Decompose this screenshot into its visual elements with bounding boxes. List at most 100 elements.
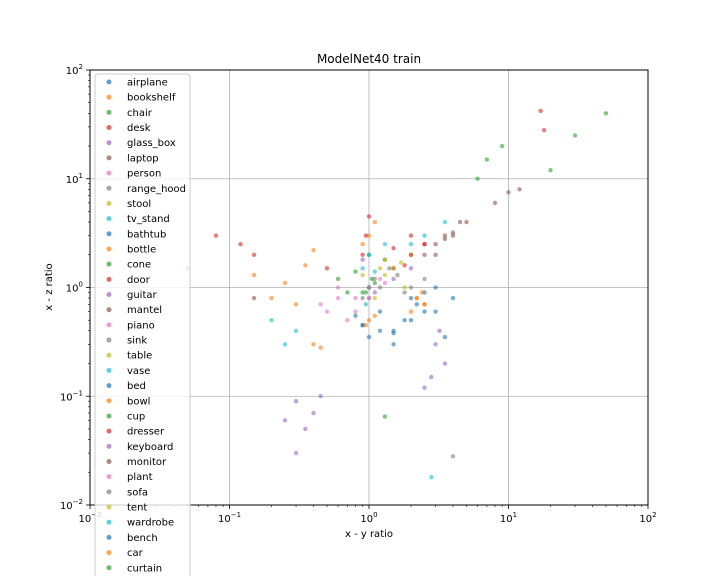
data-point-wardrobe bbox=[429, 475, 434, 480]
data-point-wardrobe bbox=[366, 252, 372, 257]
data-point-bathtub bbox=[433, 309, 438, 314]
data-point-sofa bbox=[402, 290, 407, 295]
y-tick-label: 10−1 bbox=[60, 389, 83, 403]
data-point-bed bbox=[366, 334, 372, 340]
x-tick-label: 102 bbox=[639, 511, 656, 525]
data-point-stool bbox=[360, 272, 365, 278]
legend-marker bbox=[106, 125, 112, 131]
data-point-mantel bbox=[464, 219, 469, 225]
data-point-bookshelf bbox=[282, 280, 288, 286]
data-point-plant bbox=[366, 285, 372, 290]
data-point-glass_box bbox=[372, 290, 377, 295]
data-point-guitar bbox=[318, 394, 323, 399]
data-point-bench bbox=[422, 309, 427, 314]
legend-marker bbox=[106, 200, 112, 206]
data-point-bookshelf bbox=[251, 272, 257, 278]
data-point-bench bbox=[450, 295, 456, 301]
legend-marker bbox=[106, 459, 112, 464]
legend-marker bbox=[106, 504, 112, 510]
legend-marker bbox=[106, 352, 112, 358]
legend-label: sofa bbox=[127, 487, 148, 498]
data-point-airplane bbox=[442, 334, 448, 340]
legend-label: piano bbox=[127, 320, 155, 331]
legend-marker bbox=[106, 474, 112, 480]
data-point-bed bbox=[391, 330, 396, 336]
data-point-curtain bbox=[548, 167, 553, 173]
data-point-range_hood bbox=[395, 272, 400, 278]
data-point-bottle bbox=[318, 345, 323, 350]
legend-marker bbox=[106, 246, 112, 252]
data-point-person bbox=[324, 309, 330, 314]
legend-label: keyboard bbox=[127, 442, 173, 453]
legend-label: vase bbox=[127, 366, 150, 377]
data-point-keyboard bbox=[437, 328, 442, 333]
legend-marker bbox=[106, 292, 112, 298]
data-point-dresser bbox=[408, 252, 414, 257]
data-point-tent bbox=[398, 260, 404, 265]
legend-label: laptop bbox=[127, 153, 159, 164]
data-point-guitar bbox=[293, 399, 299, 404]
data-point-car bbox=[419, 290, 425, 295]
data-point-cup bbox=[382, 414, 388, 419]
legend-label: table bbox=[127, 351, 152, 362]
data-point-guitar bbox=[282, 418, 288, 423]
legend-label: desk bbox=[127, 123, 151, 134]
data-point-desk bbox=[391, 245, 396, 251]
data-point-bookshelf bbox=[293, 302, 299, 307]
y-tick-label: 101 bbox=[66, 172, 83, 186]
data-point-tent bbox=[391, 266, 396, 271]
data-point-bowl bbox=[363, 323, 369, 328]
legend-label: tv_stand bbox=[127, 214, 170, 225]
data-point-vase bbox=[372, 269, 377, 274]
legend-marker bbox=[106, 155, 112, 161]
data-point-door bbox=[213, 233, 219, 238]
legend-marker bbox=[106, 367, 112, 373]
data-point-keyboard bbox=[433, 342, 438, 347]
chart-title: ModelNet40 train bbox=[317, 52, 421, 66]
data-point-sofa bbox=[422, 276, 427, 282]
legend-label: range_hood bbox=[127, 184, 186, 195]
data-point-curtain bbox=[484, 157, 490, 162]
legend-marker bbox=[106, 443, 112, 449]
data-point-bookshelf bbox=[269, 295, 274, 301]
data-point-person bbox=[318, 302, 323, 307]
data-point-desk bbox=[251, 252, 257, 257]
legend-label: bed bbox=[127, 381, 146, 392]
legend-label: cone bbox=[127, 260, 151, 271]
data-point-door bbox=[366, 214, 372, 219]
legend-marker bbox=[106, 140, 112, 146]
data-point-door bbox=[238, 242, 243, 247]
data-point-bench bbox=[408, 295, 414, 301]
legend-label: door bbox=[127, 275, 151, 286]
legend-label: bathtub bbox=[127, 229, 166, 240]
data-point-tent bbox=[382, 272, 388, 278]
data-point-bottle bbox=[372, 219, 377, 225]
data-point-monitor bbox=[457, 219, 463, 225]
legend-marker bbox=[106, 261, 112, 267]
data-point-guitar bbox=[303, 426, 308, 432]
legend-marker bbox=[106, 519, 112, 525]
data-point-guitar bbox=[293, 450, 299, 456]
data-point-range_hood bbox=[387, 266, 392, 271]
legend-label: sink bbox=[127, 336, 147, 347]
data-point-table bbox=[382, 257, 388, 262]
legend-marker bbox=[106, 307, 112, 313]
data-point-sofa bbox=[408, 285, 414, 290]
data-point-piano bbox=[353, 309, 358, 314]
legend-marker bbox=[106, 170, 112, 176]
x-tick-label: 10−1 bbox=[218, 511, 241, 525]
legend-marker bbox=[106, 489, 112, 495]
data-point-cup bbox=[372, 280, 377, 286]
data-point-glass_box bbox=[408, 266, 414, 271]
legend: airplane bookshelf chair desk glass_boxlapto… bbox=[94, 73, 191, 580]
data-point-door bbox=[360, 252, 365, 257]
data-point-sink bbox=[372, 276, 377, 282]
data-point-car bbox=[414, 295, 419, 301]
legend-marker bbox=[106, 398, 112, 404]
data-point-bed bbox=[360, 323, 365, 328]
data-point-curtain bbox=[572, 133, 578, 138]
legend-label: bookshelf bbox=[127, 93, 176, 104]
data-point-bottle bbox=[311, 342, 316, 347]
